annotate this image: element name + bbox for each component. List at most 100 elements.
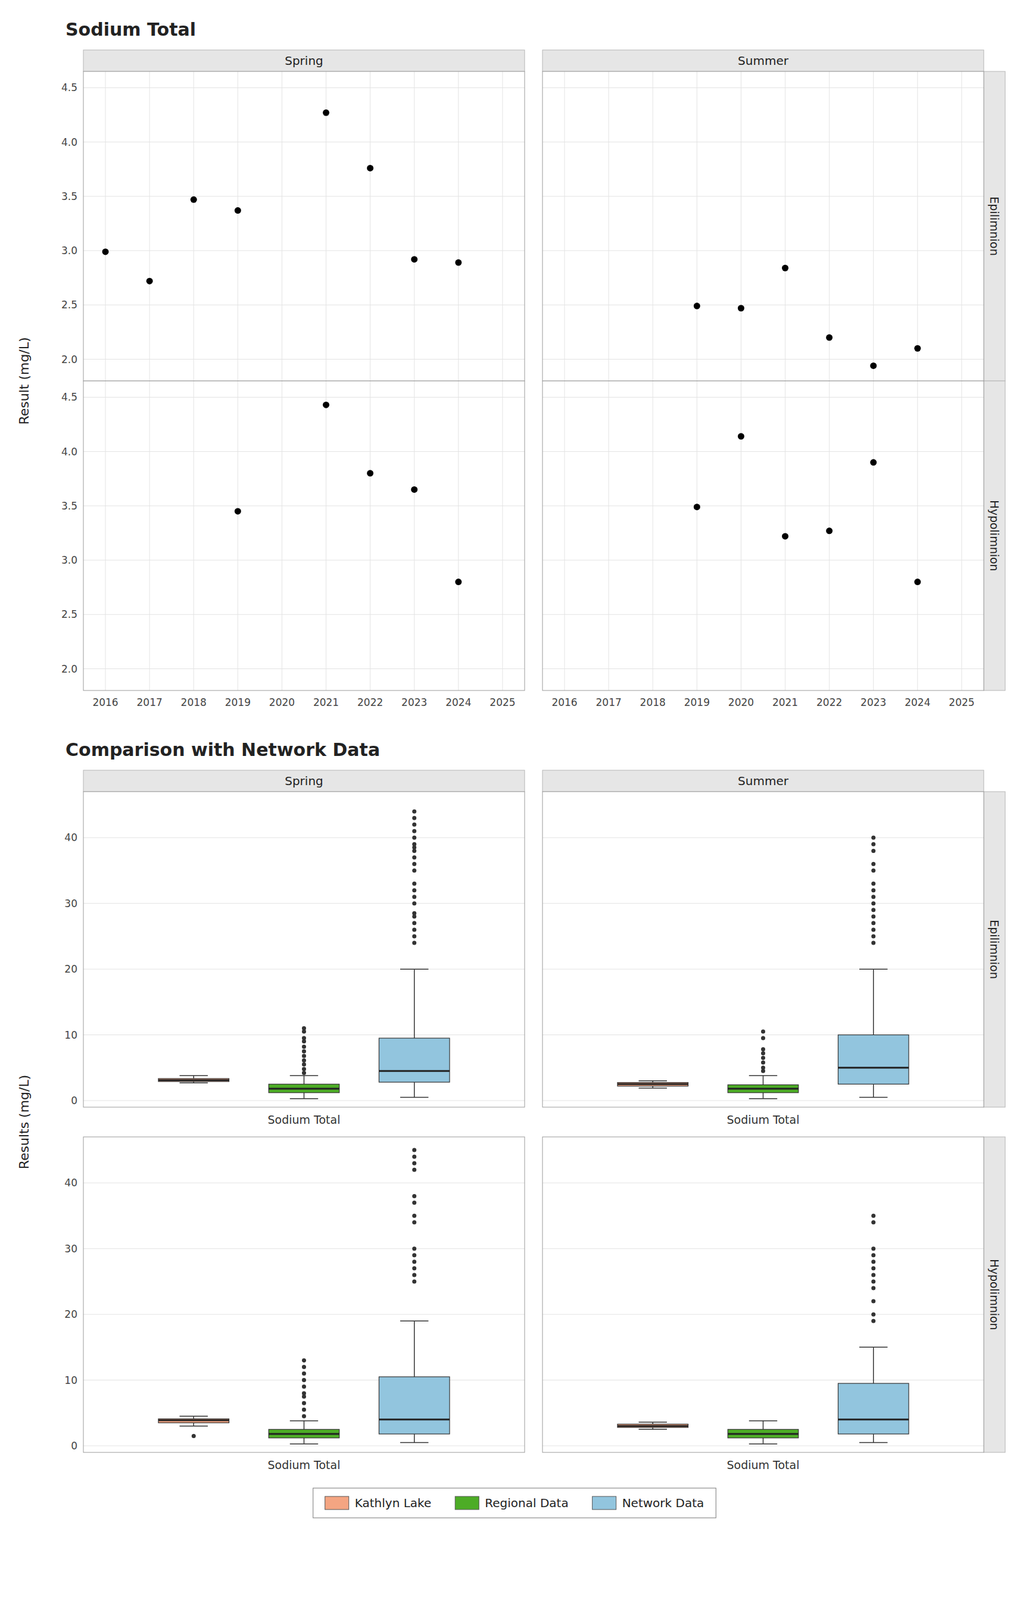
x-tick-label: 2018 <box>640 696 666 709</box>
whisker <box>413 1434 416 1443</box>
whisker-cap <box>290 1075 318 1077</box>
x-tick-label: 2025 <box>948 696 975 709</box>
flier <box>412 1214 417 1219</box>
point <box>737 433 745 441</box>
whisker-cap <box>179 1416 208 1418</box>
whisker-cap <box>400 1320 429 1322</box>
flier <box>301 1365 307 1370</box>
y-tick-label: 4.0 <box>61 136 78 149</box>
grid-line <box>83 1034 525 1036</box>
flier <box>871 1266 876 1271</box>
x-tick-label: 2024 <box>445 696 472 709</box>
point <box>234 207 242 214</box>
whisker <box>762 1093 765 1100</box>
whisker-cap <box>638 1087 667 1090</box>
panel-frame <box>83 71 525 382</box>
point <box>410 256 418 263</box>
y-tick-label: 20 <box>64 1308 78 1321</box>
x-tick-label: Sodium Total <box>727 1113 800 1127</box>
y-tick-label: 3.5 <box>61 500 78 513</box>
flier <box>301 1026 307 1031</box>
box <box>378 1377 450 1435</box>
strip <box>983 381 1006 691</box>
plot-area <box>617 1214 909 1445</box>
point <box>693 303 701 310</box>
chart: Sodium TotalSpringSummerEpilimnionHypoli… <box>0 0 1029 1600</box>
flier <box>412 1168 417 1173</box>
box <box>617 1083 689 1087</box>
panel-background <box>83 791 525 1108</box>
grid-line <box>325 381 327 691</box>
flier <box>412 1155 417 1160</box>
grid-line <box>457 71 459 382</box>
whisker <box>872 1434 875 1443</box>
median <box>378 1419 450 1421</box>
whisker <box>303 1438 305 1445</box>
grid-line <box>961 381 962 691</box>
grid-line <box>696 381 698 691</box>
flier <box>412 1253 417 1258</box>
strip-label: Spring <box>284 53 324 68</box>
flier <box>871 901 876 906</box>
x-tick-label: Sodium Total <box>727 1458 800 1473</box>
whisker-cap <box>749 1444 778 1446</box>
y-tick-label: 20 <box>64 963 78 976</box>
whisker-cap <box>638 1429 667 1431</box>
flier <box>301 1391 307 1396</box>
y-axis-label: Result (mg/L) <box>16 337 32 425</box>
whisker-cap <box>290 1444 318 1446</box>
median <box>617 1083 689 1086</box>
whisker <box>872 1347 875 1384</box>
x-tick-label: 2025 <box>489 696 516 709</box>
flier <box>412 829 417 834</box>
flier <box>301 1071 307 1076</box>
x-tick-label: Sodium Total <box>267 1458 341 1473</box>
grid-line <box>281 71 283 382</box>
grid-line <box>652 71 654 382</box>
flier <box>871 1313 876 1318</box>
x-tick-label: 2023 <box>860 696 887 709</box>
y-tick-label: 3.5 <box>61 190 78 203</box>
grid-line <box>542 1183 984 1184</box>
point <box>234 507 242 515</box>
flier <box>761 1047 766 1052</box>
flier <box>412 1246 417 1252</box>
whisker-cap <box>749 1075 778 1077</box>
grid-line <box>369 71 371 382</box>
median <box>158 1079 230 1082</box>
flier <box>412 1273 417 1278</box>
whisker-cap <box>290 1420 318 1423</box>
grid-line <box>696 71 698 382</box>
point <box>190 196 198 204</box>
grid-line <box>83 1314 525 1316</box>
grid-line <box>105 381 106 691</box>
box <box>158 1079 230 1082</box>
flier <box>871 836 876 841</box>
whisker-cap <box>859 1097 888 1099</box>
panel-frame <box>542 791 984 1108</box>
flier <box>412 1220 417 1225</box>
flier <box>871 934 876 939</box>
whisker-cap <box>290 1098 318 1100</box>
point <box>914 578 921 586</box>
legend: Kathlyn LakeRegional DataNetwork Data <box>313 1488 717 1519</box>
grid-line <box>457 381 459 691</box>
grid-line <box>740 381 742 691</box>
box <box>727 1429 799 1439</box>
grid-line <box>369 381 371 691</box>
grid-line <box>193 381 195 691</box>
grid-line <box>740 71 742 382</box>
flier <box>301 1408 307 1413</box>
whisker <box>303 1093 305 1100</box>
panel-background <box>83 1137 525 1453</box>
grid-line <box>83 1445 525 1447</box>
grid-line <box>501 71 503 382</box>
flier <box>412 911 417 916</box>
x-tick-label: 2019 <box>225 696 251 709</box>
plot-area <box>234 401 462 586</box>
flier <box>871 940 876 946</box>
panel-frame <box>542 71 984 382</box>
strip <box>983 791 1006 1108</box>
median <box>617 1425 689 1428</box>
flier <box>761 1056 766 1061</box>
